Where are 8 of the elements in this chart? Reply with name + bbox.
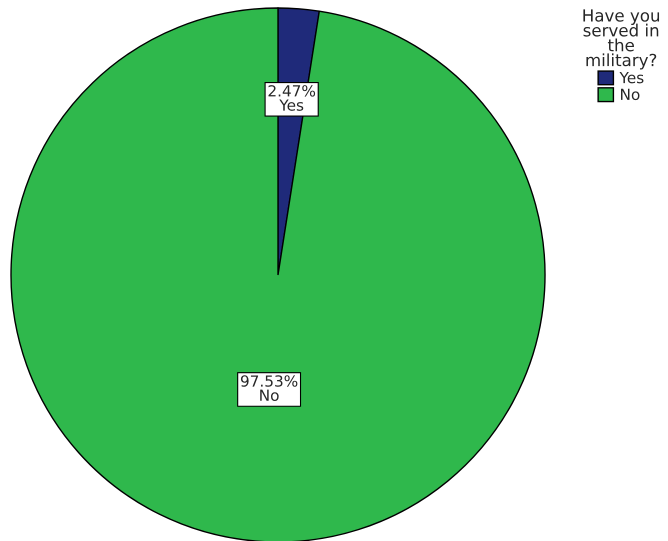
legend-title: Have you served in the military? [583,9,660,70]
data-label: 2.47% [268,85,316,97]
legend-label: No [621,88,640,100]
slice-label: No [260,390,279,401]
slice-label: Yes [279,99,304,111]
legend-label: Yes [619,72,644,84]
pie-slice [10,7,546,541]
data-label: 97.53% [240,375,298,387]
